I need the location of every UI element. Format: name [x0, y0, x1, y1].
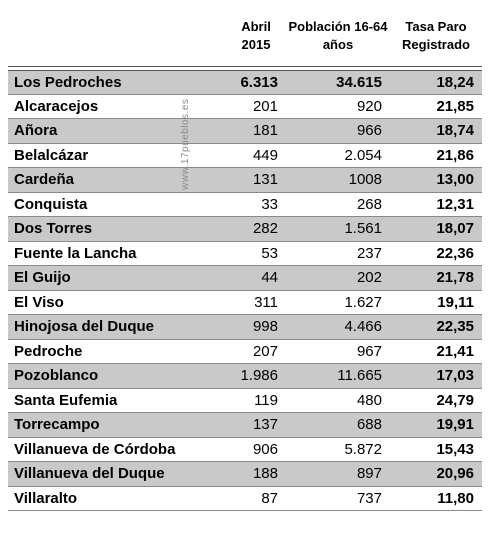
cell-municipio: Pedroche	[14, 342, 83, 360]
cell-municipio: Cardeña	[14, 171, 75, 189]
cell-tasa: 12,31	[436, 195, 474, 213]
cell-poblacion: 202	[356, 269, 382, 287]
table-row: Pedroche 207 967 21,41	[8, 340, 482, 364]
cell-poblacion: 897	[356, 465, 382, 483]
table-row: Cardeña 131 1008 13,00	[8, 168, 482, 193]
cell-tasa: 17,03	[436, 367, 474, 385]
cell-poblacion: 268	[356, 195, 382, 213]
cell-abril: 33	[261, 195, 278, 213]
cell-poblacion: 920	[356, 97, 382, 115]
table-row: Fuente la Lancha 53 237 22,36	[8, 242, 482, 266]
cell-tasa: 21,78	[436, 269, 474, 287]
cell-abril: 131	[252, 171, 278, 189]
cell-poblacion: 2.054	[344, 146, 382, 164]
cell-abril: 282	[252, 220, 278, 238]
table-row: Torrecampo 137 688 19,91	[8, 413, 482, 438]
cell-poblacion: 4.466	[344, 318, 382, 336]
cell-tasa: 24,79	[436, 391, 474, 409]
table-row: Añora 181 966 18,74	[8, 119, 482, 144]
cell-tasa: 22,35	[436, 318, 474, 336]
cell-municipio: Alcaracejos	[14, 97, 99, 115]
cell-municipio: Torrecampo	[14, 416, 100, 434]
cell-municipio: Hinojosa del Duque	[14, 318, 155, 336]
cell-poblacion: 480	[356, 391, 382, 409]
cell-tasa: 18,24	[436, 73, 474, 91]
cell-poblacion: 688	[356, 416, 382, 434]
cell-municipio: Conquista	[14, 195, 88, 213]
cell-abril: 181	[252, 122, 278, 140]
watermark: www.17pueblos.es	[180, 98, 191, 190]
table-row: Santa Eufemia 119 480 24,79	[8, 389, 482, 413]
cell-tasa: 21,86	[436, 146, 474, 164]
cell-municipio: El Viso	[14, 293, 64, 311]
cell-municipio: Villaralto	[14, 489, 78, 507]
cell-municipio: Pozoblanco	[14, 367, 99, 385]
cell-poblacion: 967	[356, 342, 382, 360]
cell-tasa: 15,43	[436, 440, 474, 458]
cell-poblacion: 11.665	[337, 367, 382, 385]
cell-abril: 87	[261, 489, 278, 507]
header-abril: Abril 2015	[241, 19, 271, 52]
cell-tasa: 19,11	[437, 293, 474, 311]
cell-abril: 311	[254, 293, 278, 311]
cell-municipio: Santa Eufemia	[14, 391, 118, 409]
cell-poblacion: 1.561	[344, 220, 382, 238]
cell-municipio: Fuente la Lancha	[14, 244, 137, 262]
cell-municipio: Añora	[14, 122, 58, 140]
cell-municipio: El Guijo	[14, 269, 71, 287]
cell-tasa: 18,74	[436, 122, 474, 140]
header-poblacion: Población 16-64 años	[288, 19, 388, 52]
cell-abril: 137	[252, 416, 278, 434]
table-row: Dos Torres 282 1.561 18,07	[8, 217, 482, 242]
table-row: Villanueva de Córdoba 906 5.872 15,43	[8, 438, 482, 462]
cell-tasa: 20,96	[436, 465, 474, 483]
cell-municipio: Los Pedroches	[14, 73, 122, 91]
table-row: Hinojosa del Duque 998 4.466 22,35	[8, 315, 482, 340]
cell-abril: 1.986	[240, 367, 278, 385]
cell-poblacion: 966	[356, 122, 382, 140]
cell-abril: 44	[261, 269, 278, 287]
cell-abril: 6.313	[240, 73, 278, 91]
cell-tasa: 18,07	[436, 220, 474, 238]
cell-tasa: 22,36	[436, 244, 474, 262]
cell-municipio: Villanueva de Córdoba	[14, 440, 176, 458]
table-row: Villanueva del Duque 188 897 20,96	[8, 462, 482, 487]
cell-poblacion: 1008	[348, 171, 382, 189]
cell-abril: 188	[252, 465, 278, 483]
cell-abril: 906	[252, 440, 278, 458]
cell-tasa: 11,80	[437, 489, 474, 507]
table-header: Abril 2015 Población 16-64 años Tasa Par…	[8, 8, 482, 67]
cell-municipio: Villanueva del Duque	[14, 465, 165, 483]
table-row: Villaralto 87 737 11,80	[8, 487, 482, 511]
cell-tasa: 21,41	[436, 342, 474, 360]
cell-tasa: 21,85	[436, 97, 474, 115]
cell-poblacion: 737	[356, 489, 382, 507]
cell-abril: 119	[254, 391, 278, 409]
unemployment-table: Abril 2015 Población 16-64 años Tasa Par…	[8, 8, 482, 511]
cell-abril: 201	[252, 97, 278, 115]
table-row: Conquista 33 268 12,31	[8, 193, 482, 217]
cell-abril: 998	[252, 318, 278, 336]
cell-poblacion: 34.615	[336, 73, 382, 91]
cell-poblacion: 237	[356, 244, 382, 262]
cell-municipio: Dos Torres	[14, 220, 93, 238]
cell-abril: 207	[252, 342, 278, 360]
cell-poblacion: 1.627	[344, 293, 382, 311]
table-row: El Guijo 44 202 21,78	[8, 266, 482, 291]
header-tasa: Tasa Paro Registrado	[402, 19, 470, 52]
table-row: Los Pedroches 6.313 34.615 18,24	[8, 70, 482, 95]
table-row: Alcaracejos 201 920 21,85	[8, 95, 482, 119]
table-row: Belalcázar 449 2.054 21,86	[8, 144, 482, 168]
cell-tasa: 19,91	[436, 416, 474, 434]
cell-abril: 449	[252, 146, 278, 164]
table-body: Los Pedroches 6.313 34.615 18,24 Alcaracejos…	[8, 70, 482, 511]
table-row: El Viso 311 1.627 19,11	[8, 291, 482, 315]
cell-municipio: Belalcázar	[14, 146, 89, 164]
cell-abril: 53	[261, 244, 278, 262]
cell-tasa: 13,00	[436, 171, 474, 189]
table-row: Pozoblanco 1.986 11.665 17,03	[8, 364, 482, 389]
cell-poblacion: 5.872	[344, 440, 382, 458]
